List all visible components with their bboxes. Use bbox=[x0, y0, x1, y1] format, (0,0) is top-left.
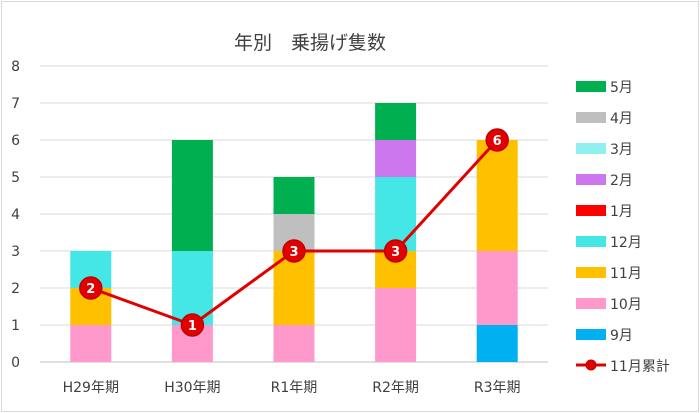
legend: 5月 4月 3月 2月 1月 12月 11月 10月 9月 11月累計 bbox=[576, 80, 670, 375]
legend-label: 3月 bbox=[610, 142, 633, 158]
bar-segment bbox=[171, 251, 213, 325]
line-data-label: 2 bbox=[86, 282, 95, 297]
y-tick-label: 2 bbox=[11, 281, 20, 297]
bar-segment bbox=[70, 325, 112, 362]
legend-label: 9月 bbox=[610, 328, 633, 344]
legend-label: 11月累計 bbox=[610, 359, 670, 375]
legend-swatch bbox=[576, 143, 606, 154]
line-marker bbox=[282, 239, 306, 263]
bar-segment bbox=[476, 140, 518, 251]
legend-swatch bbox=[576, 236, 606, 247]
bar-segment bbox=[476, 325, 518, 362]
cumulative-line: 2 1 3 3 6 bbox=[79, 128, 509, 337]
bar-segment bbox=[375, 103, 417, 140]
y-tick-label: 7 bbox=[11, 96, 20, 112]
line-marker bbox=[180, 313, 205, 337]
legend-swatch bbox=[576, 174, 606, 185]
line-data-label: 3 bbox=[289, 245, 298, 260]
legend-swatch bbox=[576, 205, 606, 216]
bar-segment bbox=[273, 325, 315, 362]
bars bbox=[70, 103, 518, 362]
x-tick-label: R3年期 bbox=[474, 380, 521, 396]
bar-segment bbox=[273, 251, 315, 325]
bar-segment bbox=[375, 177, 417, 251]
y-tick-label: 0 bbox=[11, 355, 20, 371]
bar-segment bbox=[273, 177, 315, 214]
line-marker bbox=[383, 239, 408, 263]
bar-segment bbox=[476, 251, 518, 325]
x-tick-label: R1年期 bbox=[271, 380, 318, 396]
legend-label: 4月 bbox=[610, 111, 633, 127]
chart-title: 年別 乗揚げ隻数 bbox=[233, 32, 386, 54]
line-marker bbox=[79, 276, 103, 300]
legend-swatch bbox=[576, 329, 606, 340]
legend-swatch bbox=[576, 81, 606, 92]
line-data-label: 6 bbox=[493, 134, 502, 149]
legend-label: 2月 bbox=[610, 173, 633, 189]
legend-line-marker bbox=[585, 359, 597, 371]
line-data-label: 3 bbox=[391, 245, 400, 260]
legend-label: 5月 bbox=[610, 80, 633, 96]
x-tick-label: H30年期 bbox=[164, 380, 220, 396]
bar-segment bbox=[375, 140, 417, 177]
legend-label: 12月 bbox=[610, 235, 642, 251]
line-data-label: 1 bbox=[188, 319, 197, 334]
x-tick-label: H29年期 bbox=[63, 380, 119, 396]
line-marker bbox=[485, 128, 509, 152]
y-tick-label: 1 bbox=[11, 318, 20, 334]
legend-swatch bbox=[576, 298, 606, 309]
legend-label: 11月 bbox=[610, 266, 642, 282]
legend-label: 10月 bbox=[610, 297, 642, 313]
y-tick-label: 5 bbox=[11, 170, 20, 186]
bar-segment bbox=[171, 140, 213, 251]
y-tick-label: 4 bbox=[11, 207, 20, 223]
y-tick-label: 3 bbox=[11, 244, 20, 260]
x-axis-ticks: H29年期 H30年期 R1年期 R2年期 R3年期 bbox=[63, 380, 521, 396]
bar-segment bbox=[375, 288, 417, 362]
legend-swatch bbox=[576, 112, 606, 123]
y-axis-ticks: 0 1 2 3 4 5 6 7 8 bbox=[11, 59, 20, 371]
x-tick-label: R2年期 bbox=[372, 380, 419, 396]
y-tick-label: 8 bbox=[11, 59, 20, 75]
y-tick-label: 6 bbox=[11, 133, 20, 149]
legend-swatch bbox=[576, 267, 606, 278]
legend-label: 1月 bbox=[610, 204, 633, 220]
